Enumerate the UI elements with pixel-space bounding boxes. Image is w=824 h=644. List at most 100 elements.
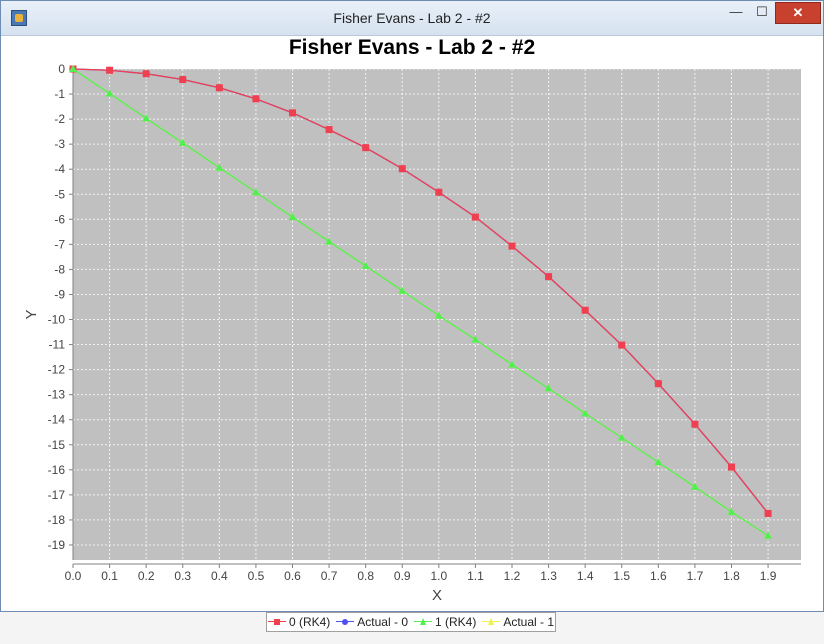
data-point (690, 482, 699, 490)
y-tick-label: -5 (54, 187, 65, 201)
title-bar[interactable]: Fisher Evans - Lab 2 - #2 — ☐ ✕ (1, 1, 823, 36)
x-tick-label: 0.2 (138, 569, 155, 583)
x-tick-label: 1.8 (723, 569, 740, 583)
x-tick-label: 0.6 (284, 569, 301, 583)
data-point (142, 70, 150, 78)
data-point (251, 188, 260, 196)
x-tick-label: 1.7 (687, 569, 704, 583)
x-tick-label: 0.9 (394, 569, 411, 583)
data-point (361, 261, 370, 269)
y-tick-label: -4 (54, 162, 65, 176)
y-tick-label: -11 (49, 338, 66, 352)
data-point (618, 341, 626, 349)
series-line (72, 68, 769, 537)
legend-label: Actual - 0 (357, 615, 408, 629)
legend-item: 0 (RK4) (267, 615, 331, 629)
data-point (106, 66, 114, 74)
data-point (179, 76, 187, 84)
data-point (69, 65, 77, 72)
legend-circle-icon (336, 617, 355, 627)
data-point (252, 95, 260, 103)
x-tick-label: 0.8 (357, 569, 374, 583)
x-tick-label: 1.1 (467, 569, 484, 583)
data-point (581, 306, 589, 314)
legend-item: Actual - 0 (336, 615, 408, 629)
data-point (727, 507, 736, 515)
y-tick-label: 0 (58, 62, 65, 76)
data-point (215, 84, 223, 92)
line-chart: 0.0 0.1 0.2 0.3 0.4 0.5 0.6 0.7 0.8 0.9 1.0 1.1 1.2 1… (23, 62, 801, 604)
data-point (398, 286, 407, 294)
y-tick-label: -6 (54, 212, 65, 226)
x-tick-label: 1.9 (760, 569, 777, 583)
data-point (398, 165, 406, 173)
legend-square-icon (267, 617, 286, 627)
x-tick-label: 0.5 (248, 569, 265, 583)
data-point (507, 360, 516, 368)
y-tick-label: -8 (54, 262, 65, 276)
maximize-button[interactable]: ☐ (756, 4, 768, 19)
data-point (654, 458, 663, 466)
y-tick-label: -13 (48, 388, 66, 402)
x-tick-label: 1.4 (577, 569, 594, 583)
x-tick-label: 0.7 (321, 569, 338, 583)
data-point (581, 409, 590, 417)
data-point (288, 213, 297, 221)
x-tick-label: 1.5 (613, 569, 630, 583)
legend-item: 1 (RK4) (414, 615, 476, 629)
y-tick-label: -9 (54, 287, 65, 301)
legend-label: 1 (RK4) (435, 615, 477, 629)
data-point (508, 242, 516, 250)
data-point (362, 144, 370, 152)
data-point (544, 384, 553, 392)
y-tick-label: -2 (54, 112, 65, 126)
legend-label: Actual - 1 (503, 615, 555, 629)
y-tick-label: -1 (54, 87, 65, 101)
data-point (764, 531, 773, 539)
y-tick-label: -7 (54, 237, 65, 251)
x-axis-label: X (432, 587, 442, 604)
y-tick-label: -15 (48, 438, 66, 452)
data-point (105, 89, 114, 97)
java-app-icon (11, 10, 27, 26)
x-tick-label: 0.1 (101, 569, 118, 583)
x-tick-label: 1.3 (540, 569, 557, 583)
data-point (545, 273, 553, 281)
data-point (325, 237, 334, 245)
data-point (764, 509, 772, 517)
y-axis-label: Y (23, 309, 40, 319)
data-point (617, 433, 626, 441)
data-point (288, 109, 296, 117)
legend-label: 0 (RK4) (288, 615, 331, 629)
chart-title: Fisher Evans - Lab 2 - #2 (288, 36, 536, 59)
legend-triangle-icon (414, 617, 432, 627)
data-point (142, 114, 151, 122)
data-point (691, 420, 699, 428)
x-tick-label: 0.4 (211, 569, 228, 583)
y-tick-label: -18 (48, 513, 66, 527)
data-point (434, 311, 443, 319)
close-button[interactable]: ✕ (775, 2, 821, 24)
x-tick-label: 1.2 (504, 569, 521, 583)
data-point (654, 380, 662, 388)
x-tick-label: 0.3 (174, 569, 191, 583)
data-point (471, 213, 479, 221)
data-point (325, 126, 333, 134)
chart-legend: 0 (RK4) Actual - 0 1 (RK4) Actual - 1 (266, 612, 556, 632)
series-line (72, 68, 769, 514)
data-point (471, 335, 480, 343)
y-tick-label: -17 (48, 488, 66, 502)
window-title: Fisher Evans - Lab 2 - #2 (333, 10, 491, 26)
legend-item: Actual - 1 (482, 615, 554, 629)
y-tick-label: -12 (48, 363, 66, 377)
y-tick-label: -10 (48, 313, 66, 327)
data-point (215, 163, 224, 171)
data-point (727, 463, 735, 471)
x-tick-label: 1.0 (430, 569, 447, 583)
y-tick-label: -14 (48, 413, 66, 427)
minimize-button[interactable]: — (729, 4, 743, 19)
y-tick-label: -19 (48, 538, 66, 552)
x-tick-label: 1.6 (650, 569, 667, 583)
data-point (178, 138, 187, 146)
x-tick-label: 0.0 (65, 569, 82, 583)
